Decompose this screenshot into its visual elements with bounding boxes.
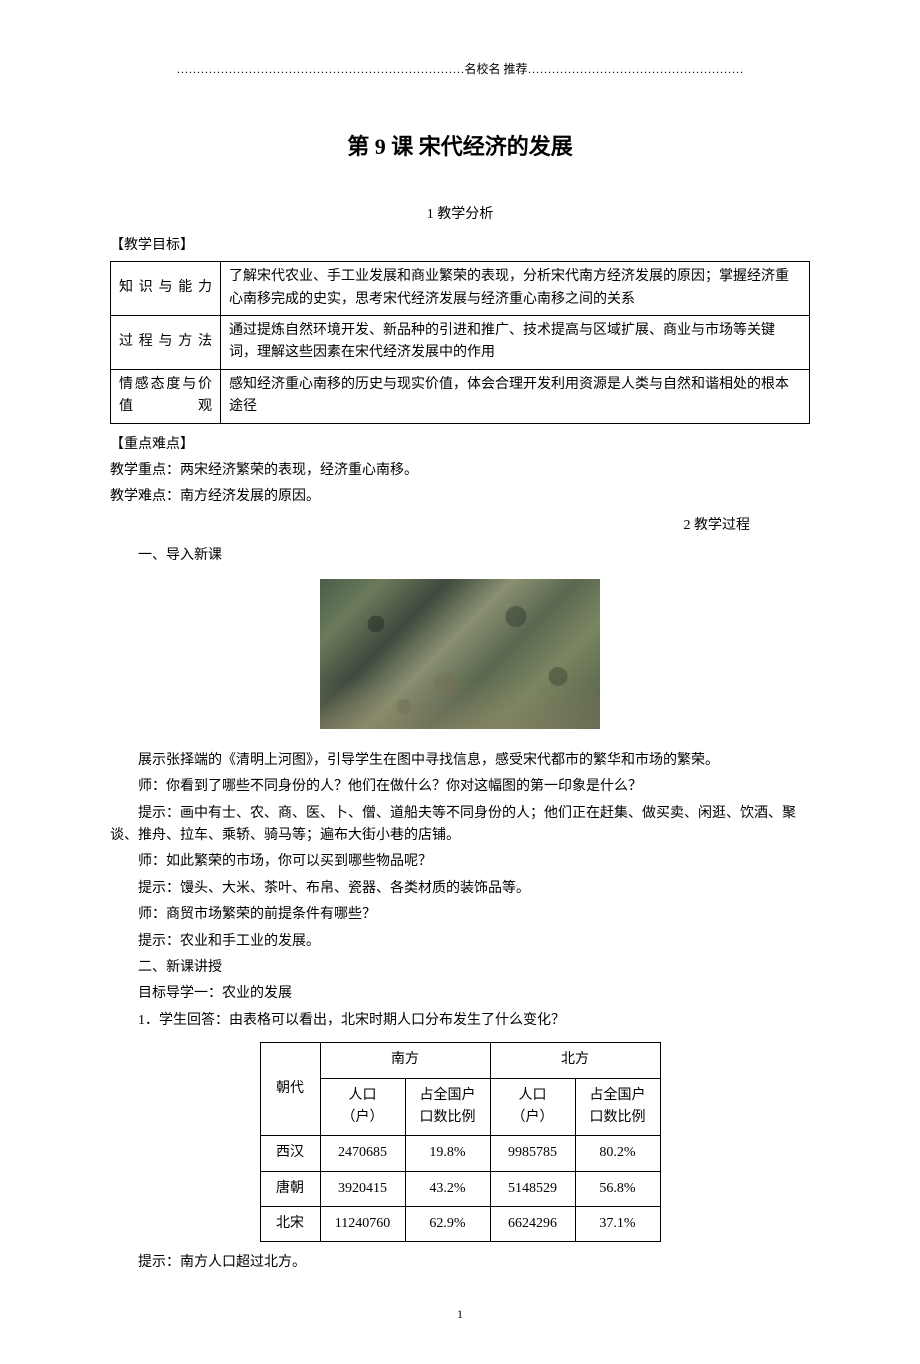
objective-label: 情感态度与价值观 bbox=[111, 369, 221, 423]
qingming-painting bbox=[320, 579, 600, 729]
table-row: 西汉 2470685 19.8% 9985785 80.2% bbox=[260, 1136, 660, 1171]
body-paragraph: 师：你看到了哪些不同身份的人？他们在做什么？你对这幅图的第一印象是什么？ bbox=[110, 776, 810, 798]
col-south-ratio: 占全国户口数比例 bbox=[405, 1078, 490, 1136]
cell-north-pop: 9985785 bbox=[490, 1136, 575, 1171]
conclusion-paragraph: 提示：南方人口超过北方。 bbox=[110, 1252, 810, 1274]
col-north: 北方 bbox=[490, 1043, 660, 1078]
body-paragraph: 目标导学一：农业的发展 bbox=[110, 983, 810, 1005]
table-row: 过程与方法 通过提炼自然环境开发、新品种的引进和推广、技术提高与区域扩展、商业与… bbox=[111, 315, 810, 369]
difficulty-item: 教学难点：南方经济发展的原因。 bbox=[110, 486, 810, 508]
cell-north-ratio: 80.2% bbox=[575, 1136, 660, 1171]
objective-content: 了解宋代农业、手工业发展和商业繁荣的表现，分析宋代南方经济发展的原因；掌握经济重… bbox=[221, 262, 810, 316]
col-north-pop: 人口（户） bbox=[490, 1078, 575, 1136]
objective-label: 过程与方法 bbox=[111, 315, 221, 369]
cell-south-pop: 11240760 bbox=[320, 1207, 405, 1242]
col-north-ratio: 占全国户口数比例 bbox=[575, 1078, 660, 1136]
col-south-pop: 人口（户） bbox=[320, 1078, 405, 1136]
table-row: 知识与能力 了解宋代农业、手工业发展和商业繁荣的表现，分析宋代南方经济发展的原因… bbox=[111, 262, 810, 316]
difficulties-heading: 【重点难点】 bbox=[110, 434, 810, 456]
body-paragraph: 二、新课讲授 bbox=[110, 957, 810, 979]
objective-content: 通过提炼自然环境开发、新品种的引进和推广、技术提高与区域扩展、商业与市场等关键词… bbox=[221, 315, 810, 369]
cell-south-pop: 2470685 bbox=[320, 1136, 405, 1171]
cell-south-ratio: 19.8% bbox=[405, 1136, 490, 1171]
objectives-table: 知识与能力 了解宋代农业、手工业发展和商业繁荣的表现，分析宋代南方经济发展的原因… bbox=[110, 261, 810, 423]
cell-dynasty: 唐朝 bbox=[260, 1171, 320, 1206]
cell-south-ratio: 43.2% bbox=[405, 1171, 490, 1206]
intro-heading: 一、导入新课 bbox=[110, 545, 810, 567]
table-header-row: 朝代 南方 北方 bbox=[260, 1043, 660, 1078]
body-paragraph: 提示：农业和手工业的发展。 bbox=[110, 931, 810, 953]
body-paragraph: 提示：画中有士、农、商、医、卜、僧、道船夫等不同身份的人；他们正在赶集、做买卖、… bbox=[110, 803, 810, 848]
header-separator: ………………………………………………………………名校名 推荐…………………………… bbox=[110, 60, 810, 79]
body-paragraph: 师：如此繁荣的市场，你可以买到哪些物品呢？ bbox=[110, 851, 810, 873]
body-paragraph: 提示：馒头、大米、茶叶、布帛、瓷器、各类材质的装饰品等。 bbox=[110, 878, 810, 900]
objective-content: 感知经济重心南移的历史与现实价值，体会合理开发利用资源是人类与自然和谐相处的根本… bbox=[221, 369, 810, 423]
table-subheader-row: 人口（户） 占全国户口数比例 人口（户） 占全国户口数比例 bbox=[260, 1078, 660, 1136]
page-number: 1 bbox=[110, 1305, 810, 1324]
table-row: 唐朝 3920415 43.2% 5148529 56.8% bbox=[260, 1171, 660, 1206]
cell-north-ratio: 37.1% bbox=[575, 1207, 660, 1242]
objective-label: 知识与能力 bbox=[111, 262, 221, 316]
objectives-heading: 【教学目标】 bbox=[110, 235, 810, 257]
cell-north-pop: 6624296 bbox=[490, 1207, 575, 1242]
section-1-label: 1 教学分析 bbox=[110, 204, 810, 226]
cell-south-pop: 3920415 bbox=[320, 1171, 405, 1206]
body-paragraph: 1．学生回答：由表格可以看出，北宋时期人口分布发生了什么变化？ bbox=[110, 1010, 810, 1032]
table-row: 北宋 11240760 62.9% 6624296 37.1% bbox=[260, 1207, 660, 1242]
col-dynasty: 朝代 bbox=[260, 1043, 320, 1136]
cell-dynasty: 北宋 bbox=[260, 1207, 320, 1242]
section-2-label: 2 教学过程 bbox=[110, 515, 810, 537]
cell-dynasty: 西汉 bbox=[260, 1136, 320, 1171]
cell-north-ratio: 56.8% bbox=[575, 1171, 660, 1206]
cell-north-pop: 5148529 bbox=[490, 1171, 575, 1206]
table-row: 情感态度与价值观 感知经济重心南移的历史与现实价值，体会合理开发利用资源是人类与… bbox=[111, 369, 810, 423]
cell-south-ratio: 62.9% bbox=[405, 1207, 490, 1242]
difficulty-item: 教学重点：两宋经济繁荣的表现，经济重心南移。 bbox=[110, 460, 810, 482]
body-paragraph: 师：商贸市场繁荣的前提条件有哪些？ bbox=[110, 904, 810, 926]
col-south: 南方 bbox=[320, 1043, 490, 1078]
painting-wrapper bbox=[110, 579, 810, 737]
body-paragraph: 展示张择端的《清明上河图》，引导学生在图中寻找信息，感受宋代都市的繁华和市场的繁… bbox=[110, 750, 810, 772]
population-table: 朝代 南方 北方 人口（户） 占全国户口数比例 人口（户） 占全国户口数比例 西… bbox=[260, 1042, 661, 1242]
lesson-title: 第 9 课 宋代经济的发展 bbox=[110, 129, 810, 164]
